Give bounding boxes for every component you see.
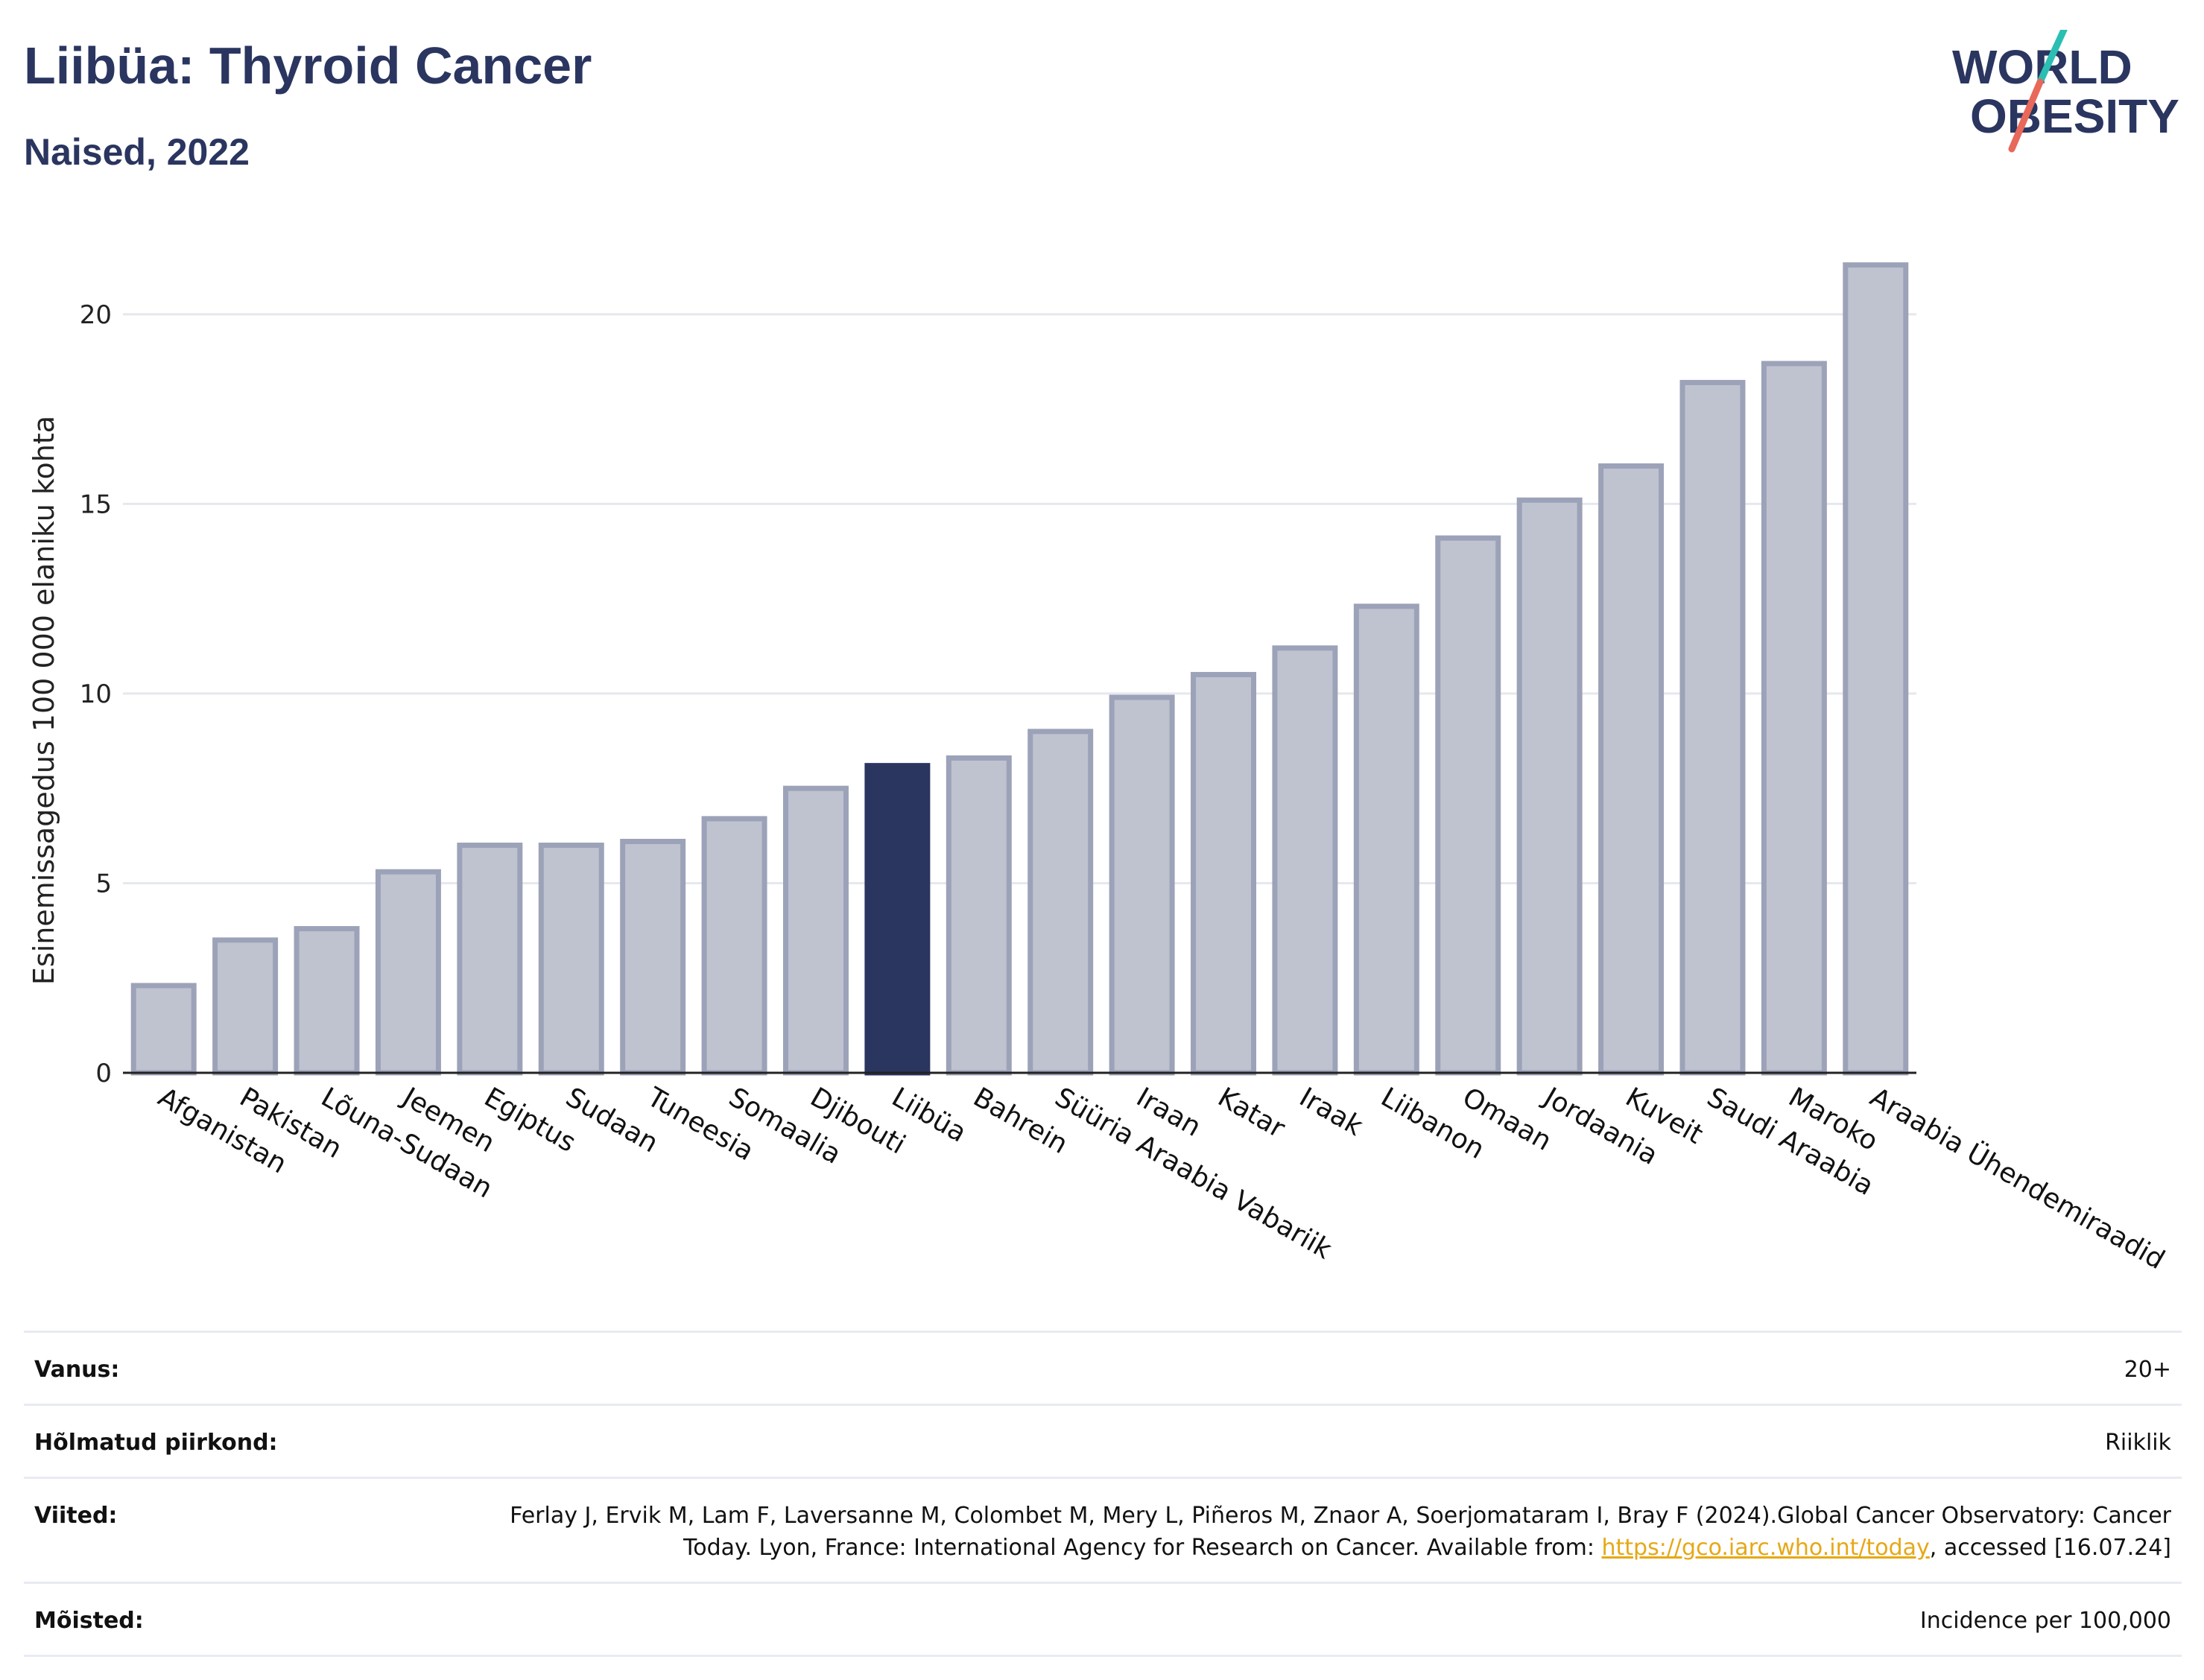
y-tick-label: 10 <box>80 679 112 709</box>
x-tick-label: Bahrein <box>968 1082 1072 1160</box>
meta-row-region: Hõlmatud piirkond: Riiklik <box>24 1404 2182 1477</box>
meta-references-label: Viited: <box>34 1503 118 1529</box>
logo-line-obesity: OBESITY <box>1970 89 2179 143</box>
meta-region-label: Hõlmatud piirkond: <box>34 1430 278 1456</box>
meta-references-text: Ferlay J, Ervik M, Lam F, Laversanne M, … <box>510 1503 2171 1561</box>
bar <box>1516 497 1583 1076</box>
bar <box>1109 694 1175 1076</box>
bar <box>294 926 360 1076</box>
bar <box>620 838 686 1076</box>
meta-definitions-value: Incidence per 100,000 <box>1919 1608 2171 1634</box>
bar <box>1598 463 1665 1076</box>
x-tick-label: Araabia Ühendemiraadid <box>1865 1081 2170 1275</box>
bar <box>130 983 197 1076</box>
bar <box>782 785 849 1076</box>
meta-age-value: 20+ <box>2124 1357 2171 1383</box>
references-link[interactable]: https://gco.iarc.who.int/today <box>1601 1535 1930 1561</box>
meta-region-value: Riiklik <box>2105 1430 2171 1456</box>
x-tick-label: Sudaan <box>560 1082 663 1158</box>
bar <box>1761 361 1827 1076</box>
y-tick-label: 20 <box>80 300 112 330</box>
bar-chart: 0 5 10 15 20 Esinemissagedus 100 000 elaniku … <box>28 262 2170 1275</box>
bar <box>1435 535 1501 1076</box>
bar <box>457 843 523 1076</box>
bar <box>375 869 441 1076</box>
bar <box>1027 729 1094 1076</box>
logo-line-world: WORLD <box>1952 40 2132 94</box>
meta-references-value: Ferlay J, Ervik M, Lam F, Laversanne M, … <box>457 1500 2171 1564</box>
chart-title: Liibüa: Thyroid Cancer <box>24 37 592 95</box>
meta-row-definitions: Mõisted: Incidence per 100,000 <box>24 1582 2182 1657</box>
bar <box>212 937 279 1076</box>
metadata-table: Vanus: 20+ Hõlmatud piirkond: Riiklik Vi… <box>24 1331 2182 1657</box>
y-tick-label: 15 <box>80 489 112 519</box>
y-axis-title: Esinemissagedus 100 000 elaniku kohta <box>28 416 60 985</box>
meta-row-references: Viited: Ferlay J, Ervik M, Lam F, Lavers… <box>24 1477 2182 1582</box>
bar <box>1272 645 1338 1076</box>
meta-references-tail: , accessed [16.07.24] <box>1929 1535 2171 1561</box>
bar <box>946 755 1012 1076</box>
bar <box>1353 603 1419 1076</box>
x-tick-label: Katar <box>1213 1082 1291 1144</box>
y-tick-label: 0 <box>95 1059 112 1088</box>
bar <box>701 816 767 1076</box>
meta-definitions-label: Mõisted: <box>34 1608 144 1634</box>
bar <box>1191 671 1257 1076</box>
logo-slash-top <box>2036 30 2068 86</box>
bar <box>1843 262 1909 1076</box>
bar <box>538 843 604 1076</box>
meta-age-label: Vanus: <box>34 1357 120 1383</box>
y-tick-label: 5 <box>95 869 112 898</box>
x-tick-label: Egiptus <box>479 1082 581 1158</box>
bar <box>1679 379 1746 1076</box>
chart-subtitle: Naised, 2022 <box>24 131 250 173</box>
world-obesity-logo: WORLD OBESITY <box>1952 30 2179 153</box>
logo-slash-bottom <box>2008 78 2044 153</box>
meta-row-age: Vanus: 20+ <box>24 1331 2182 1404</box>
bar-highlighted <box>864 763 931 1076</box>
x-tick-label: Iraak <box>1294 1082 1368 1142</box>
